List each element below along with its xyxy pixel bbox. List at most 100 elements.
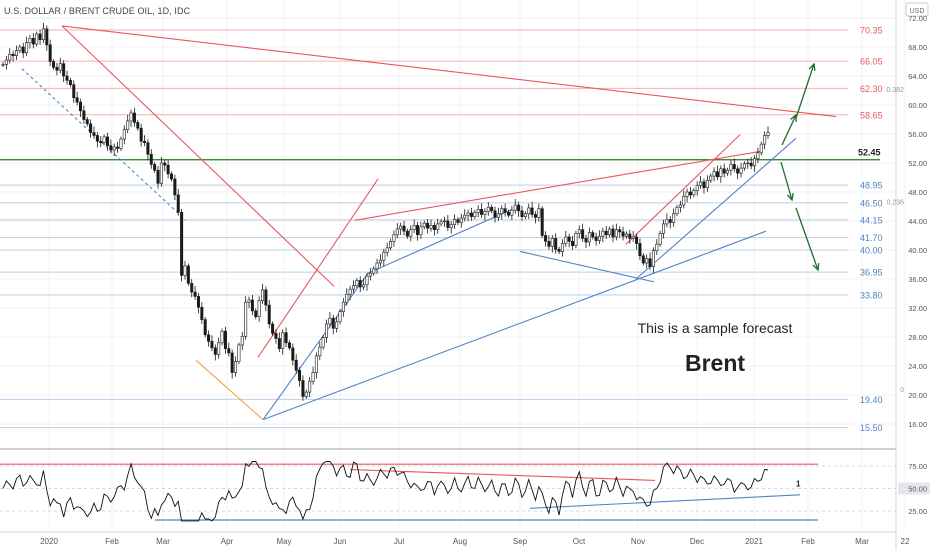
candle [75, 97, 79, 103]
candle [486, 206, 490, 212]
candle [345, 293, 349, 303]
candle [442, 220, 446, 223]
candle [190, 283, 194, 293]
candle [227, 348, 231, 354]
forecast-arrows [780, 62, 820, 272]
candle [348, 288, 352, 295]
candle [715, 171, 719, 178]
candle [207, 334, 211, 342]
oscillator-pane [0, 448, 896, 522]
candle [638, 243, 642, 257]
candle [102, 136, 106, 143]
forecast-arrow [781, 114, 797, 146]
candle [742, 163, 746, 169]
candle [729, 164, 733, 171]
osc-tick-label: 50.00 [908, 485, 927, 494]
candle [210, 341, 214, 349]
candle [678, 204, 682, 208]
candle [749, 162, 753, 167]
candle [358, 280, 362, 288]
candle [466, 212, 470, 216]
candle [378, 259, 382, 264]
candle [186, 265, 190, 284]
candle [705, 180, 709, 188]
candle [109, 145, 113, 151]
candle [301, 380, 305, 397]
candle [766, 132, 770, 136]
level-label-red: 58.65 [860, 110, 883, 120]
candle [382, 251, 386, 261]
candle [129, 112, 133, 122]
candle [99, 140, 103, 144]
candle [146, 142, 150, 155]
candle [631, 236, 635, 239]
candle [402, 225, 406, 232]
candle [351, 285, 355, 290]
candle [628, 233, 632, 239]
candle [4, 59, 8, 65]
candle [722, 168, 726, 174]
osc-divergence-lower [529, 494, 801, 509]
candle [648, 258, 652, 267]
candle [136, 122, 140, 129]
candle [527, 207, 531, 215]
horizontal-levels [0, 29, 880, 429]
candle [554, 238, 558, 250]
candle [52, 61, 56, 68]
time-tick-label: 22 [901, 537, 910, 546]
time-tick-label: Aug [453, 537, 467, 546]
candle [314, 355, 318, 373]
time-tick-label: 2021 [745, 537, 763, 546]
candle [89, 123, 93, 133]
candle [173, 178, 177, 196]
candle [116, 146, 120, 149]
candle [601, 230, 605, 237]
candle [732, 164, 736, 170]
candle [753, 158, 757, 167]
candle [432, 225, 436, 231]
candle [247, 299, 251, 303]
candle [571, 241, 575, 246]
candle [176, 194, 180, 213]
forecast-arrowhead [786, 192, 794, 202]
candle [304, 391, 308, 397]
candle [284, 332, 288, 344]
candle [321, 337, 325, 348]
oscillator-line [2, 461, 769, 522]
candle [581, 229, 585, 239]
candle [658, 233, 662, 245]
candle [244, 301, 248, 337]
candle [139, 127, 143, 142]
osc-value-box [898, 482, 930, 495]
candle [507, 212, 511, 216]
candle [547, 241, 551, 247]
fib-anchor-line [195, 359, 264, 421]
candle [325, 323, 329, 339]
candle [493, 210, 497, 218]
candle [166, 164, 170, 175]
candle [672, 213, 676, 223]
price-tick-label: 24.00 [908, 362, 927, 371]
candle [533, 214, 537, 218]
major-support-line [262, 230, 767, 421]
osc-divergence-upper [349, 469, 656, 481]
candle [665, 219, 669, 225]
candle [496, 213, 500, 218]
level-label-red: 66.05 [860, 57, 883, 67]
candle [608, 228, 612, 236]
price-tick-label: 72.00 [908, 14, 927, 23]
wedge-lower-left [367, 208, 513, 274]
candle [18, 46, 22, 51]
candle [240, 335, 244, 346]
candle [439, 221, 443, 225]
time-tick-label: Sep [513, 537, 528, 546]
candle [540, 208, 544, 236]
candle [328, 317, 332, 325]
candle [422, 222, 426, 228]
forecast-arrow [780, 161, 793, 201]
candle [564, 236, 568, 244]
candle [557, 248, 561, 252]
candle [38, 33, 42, 41]
